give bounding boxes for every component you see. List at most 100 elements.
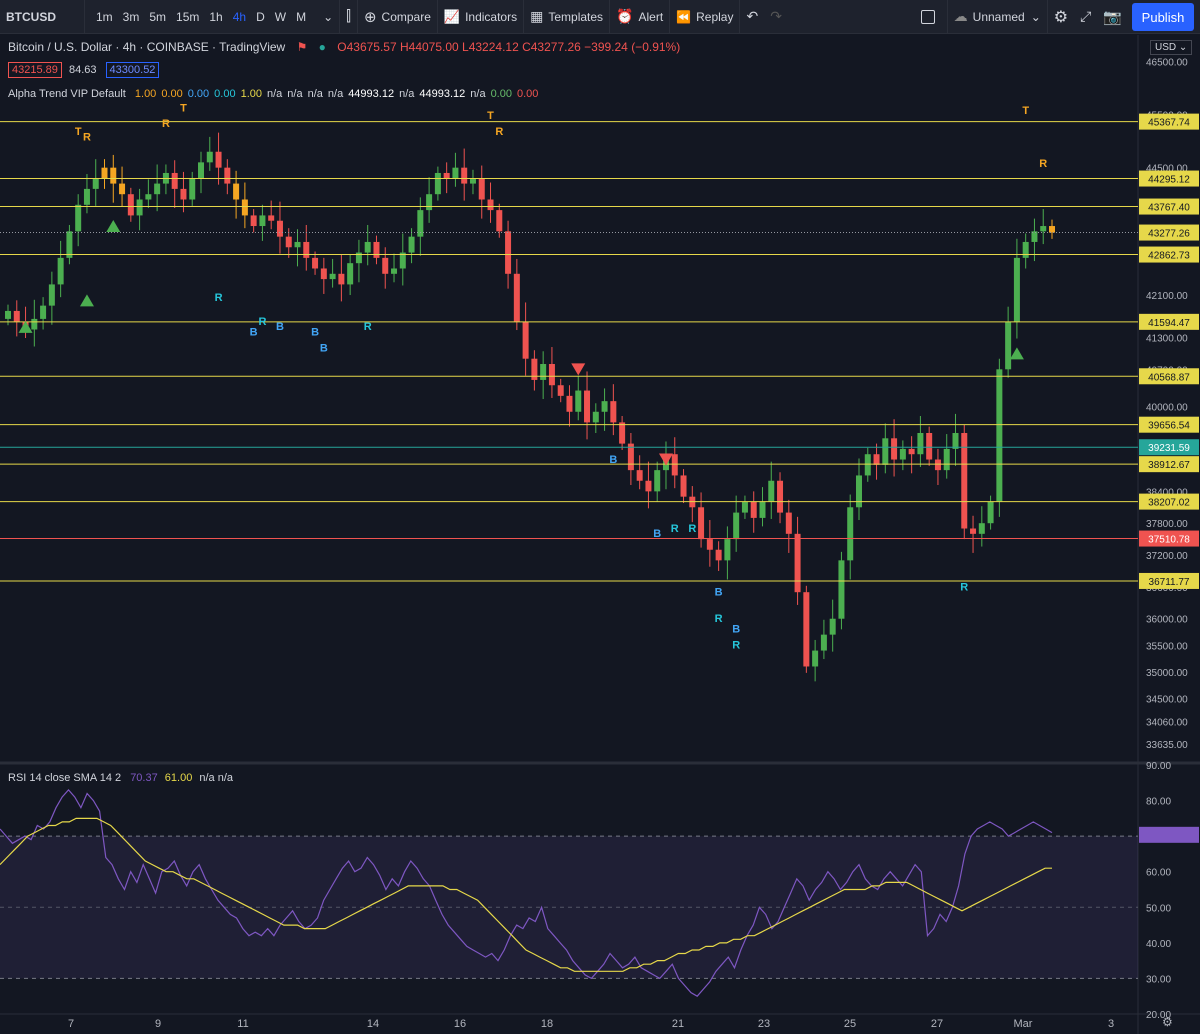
candle-body: [259, 215, 266, 227]
signal-label: R: [960, 581, 968, 593]
expand-icon[interactable]: ⤢: [1080, 8, 1092, 24]
indicator-value: 44993.12: [348, 88, 395, 100]
price-level-label: 39231.59: [1148, 443, 1190, 454]
candle-body: [303, 241, 310, 258]
candle-body: [934, 459, 941, 471]
templates-button[interactable]: ▦ Templates: [530, 8, 604, 24]
signal-label: R: [1039, 158, 1047, 170]
candle-body: [92, 178, 99, 189]
time-tick-label: 11: [237, 1018, 248, 1030]
legend-header: Bitcoin / U.S. Dollar · 4h · COINBASE · …: [8, 40, 680, 54]
chart-canvas[interactable]: 791114161821232527Mar346500.0045500.0044…: [0, 35, 1200, 1034]
replay-button[interactable]: ⏪ Replay: [676, 9, 734, 24]
publish-button[interactable]: Publish: [1132, 3, 1194, 31]
candle-body: [1031, 231, 1038, 242]
price-tick-label: 46500.00: [1146, 58, 1188, 69]
indicator-value: 0.00: [490, 88, 512, 100]
timeframe-d[interactable]: D: [256, 9, 265, 24]
signal-label: R: [162, 118, 170, 130]
candle-body: [75, 204, 82, 232]
ask-price[interactable]: 43300.52: [105, 62, 160, 78]
redo-icon[interactable]: ↷: [770, 8, 782, 24]
candle-body: [698, 507, 705, 540]
compare-button[interactable]: ⊕ Compare: [363, 8, 431, 26]
price-level-label: 39656.54: [1148, 421, 1190, 432]
price-tick-label: 40000.00: [1146, 402, 1188, 413]
chevron-down-icon[interactable]: ⌄: [323, 9, 334, 24]
time-tick-label: 25: [844, 1018, 856, 1030]
alert-button[interactable]: ⏰ Alert: [616, 8, 664, 24]
candle-body: [671, 454, 678, 476]
candle-body: [838, 560, 845, 619]
price-tick-label: 38400.00: [1146, 487, 1188, 498]
candle-body: [513, 273, 520, 322]
rewind-icon: ⏪: [676, 9, 692, 24]
timeframe-5m[interactable]: 5m: [149, 9, 167, 24]
price-level-label: 41594.47: [1148, 318, 1190, 329]
indicator-value: n/a: [399, 88, 415, 100]
candle-body: [961, 432, 968, 529]
top-toolbar: BTCUSD 1m 3m 5m 15m 1h 4h D W M ⌄ ⫿ ⊕ Compare 📈 In…: [0, 0, 1200, 34]
camera-icon[interactable]: 📷: [1103, 8, 1122, 26]
signal-label: T: [487, 110, 494, 122]
candle-body: [794, 533, 801, 593]
fullscreen-square-icon[interactable]: [915, 0, 947, 34]
price-level-label: 38912.67: [1148, 460, 1190, 471]
candle-body: [461, 167, 468, 184]
alarm-clock-icon: ⏰: [616, 8, 634, 24]
candle-body: [189, 178, 196, 200]
timeframe-3m[interactable]: 3m: [122, 9, 140, 24]
price-level-label: 40568.87: [1148, 372, 1190, 383]
indicator-value: 0.00: [187, 88, 210, 100]
candle-body: [417, 210, 424, 237]
bid-ask: 43215.89 84.63 43300.52: [8, 62, 163, 78]
currency-selector[interactable]: USD ⌄: [1150, 40, 1193, 55]
candle-body: [48, 284, 55, 306]
candle-body: [426, 194, 433, 211]
price-tick-label: 37800.00: [1146, 519, 1188, 530]
price-level-tag: [1139, 530, 1199, 547]
candle-body: [584, 390, 591, 423]
layout-name-button[interactable]: ☁ Unnamed ⌄: [953, 8, 1041, 24]
spread: 84.63: [68, 64, 97, 76]
gear-icon[interactable]: ⚙: [1053, 8, 1069, 26]
timeframe-4h[interactable]: 4h: [232, 9, 247, 24]
candle-body: [996, 369, 1003, 502]
bid-price[interactable]: 43215.89: [8, 62, 62, 78]
symbol-search[interactable]: BTCUSD: [6, 9, 56, 24]
price-tick-label: 42100.00: [1146, 291, 1188, 302]
signal-label: R: [364, 321, 372, 333]
timeframe-w[interactable]: W: [274, 9, 287, 24]
candle-body: [592, 411, 599, 423]
price-tick-label: 35500.00: [1146, 641, 1188, 652]
rsi-na: n/a n/a: [199, 772, 234, 784]
timeframe-m[interactable]: M: [296, 9, 307, 24]
candle-body: [531, 358, 538, 380]
candle-body: [276, 220, 283, 237]
undo-icon[interactable]: ↶: [746, 8, 759, 24]
candle-body: [110, 167, 117, 184]
timeframe-1h[interactable]: 1h: [209, 9, 223, 24]
price-level-label: 43767.40: [1148, 203, 1190, 214]
candle-body: [294, 241, 301, 248]
signal-label: B: [311, 327, 319, 339]
cloud-icon: ☁: [953, 8, 968, 24]
price-tick-label: 37200.00: [1146, 551, 1188, 562]
candle-body: [241, 199, 248, 216]
candle-body: [233, 183, 240, 200]
buy-triangle-icon: [106, 220, 121, 233]
timeframe-1m[interactable]: 1m: [96, 9, 113, 24]
flag-icon[interactable]: ⚑: [296, 40, 308, 54]
indicators-button[interactable]: 📈 Indicators: [443, 8, 518, 24]
candle-body: [408, 236, 415, 253]
candle-body: [224, 167, 231, 184]
candle-body: [145, 194, 152, 200]
candle-style-icon[interactable]: ⫿: [346, 8, 351, 25]
candle-body: [706, 539, 713, 550]
price-level-tag: [1139, 456, 1199, 473]
candle-body: [926, 432, 933, 460]
candle-body: [338, 273, 345, 285]
timeframe-15m[interactable]: 15m: [176, 9, 200, 24]
chevron-down-icon: ⌄: [1030, 9, 1041, 24]
indicator-legend: Alpha Trend VIP Default 1.00 0.00 0.00 0.00…: [8, 88, 543, 100]
